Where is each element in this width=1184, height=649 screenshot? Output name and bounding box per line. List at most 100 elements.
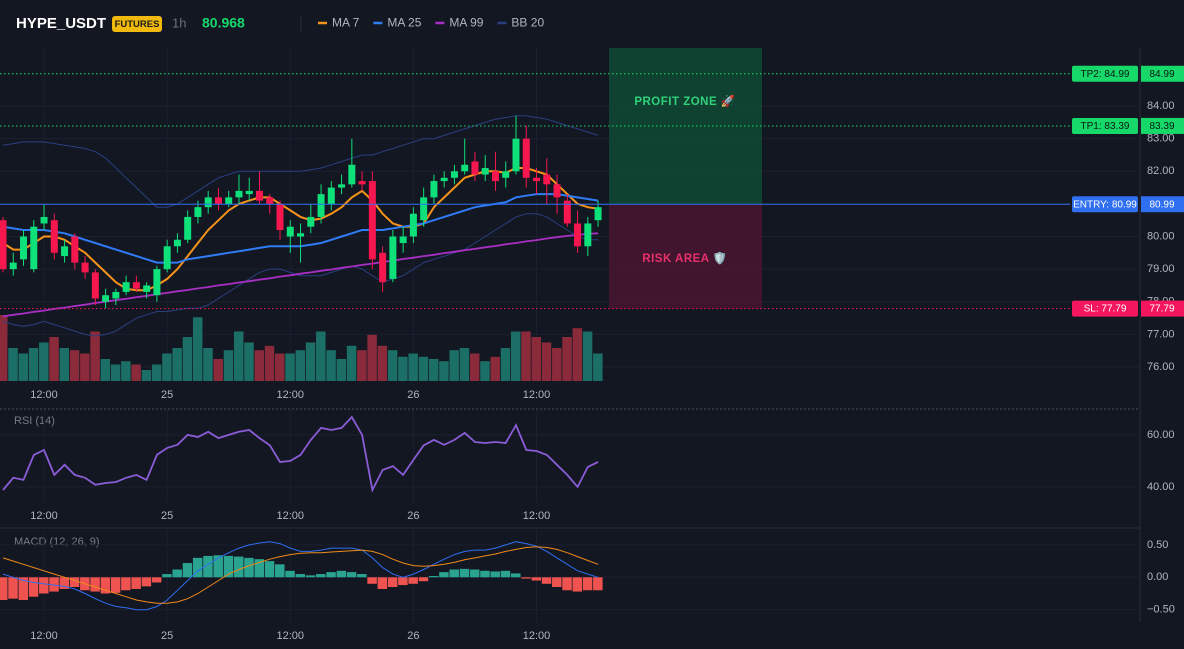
volume-bar — [572, 328, 583, 381]
candle-body — [245, 190, 253, 195]
signal-line — [2, 546, 599, 604]
x-tick-label: 26 — [407, 510, 419, 522]
histogram-bar — [593, 577, 603, 591]
y-tick-label: 79.00 — [1147, 263, 1175, 275]
volume-bar — [80, 353, 90, 381]
candle-body — [50, 220, 58, 253]
volume-bar — [213, 359, 223, 381]
volume-bar — [439, 361, 449, 381]
volume-bar — [28, 348, 39, 381]
candle-body — [379, 252, 387, 283]
candle-body — [327, 187, 335, 204]
histogram-bar — [459, 568, 470, 578]
volume-bar — [131, 364, 141, 381]
symbol: HYPE_USDT — [16, 15, 106, 32]
volume-bar — [357, 350, 367, 381]
level-label: SL: 77.79 — [1084, 304, 1127, 315]
y-tick-label: 77.00 — [1147, 328, 1175, 340]
x-tick-label: 26 — [407, 389, 419, 401]
histogram-bar — [408, 577, 418, 584]
candle-body — [9, 262, 17, 270]
histogram-bar — [326, 572, 336, 578]
histogram-bar — [213, 555, 223, 578]
y-tick-label: 84.00 — [1147, 100, 1175, 112]
volume-bar — [141, 370, 152, 381]
candle-body — [594, 207, 602, 221]
level-label: TP1: 83.39 — [1081, 121, 1130, 132]
volume-bar — [39, 342, 49, 381]
volume-bar — [49, 337, 59, 381]
histogram-bar — [511, 573, 521, 578]
candle-body — [512, 138, 520, 172]
candle-body — [409, 213, 417, 237]
volume-bar — [244, 342, 254, 381]
zone-label: RISK AREA 🛡️ — [642, 251, 727, 265]
x-tick-label: 25 — [161, 389, 173, 401]
candle-body — [543, 174, 551, 185]
risk-zone — [609, 204, 762, 309]
volume-bar — [326, 350, 336, 381]
volume-bar — [18, 353, 29, 381]
volume-bar — [531, 337, 542, 381]
candle-body — [317, 194, 325, 217]
candle-body — [471, 161, 479, 175]
rsi-line — [2, 415, 599, 493]
level-label-bg — [1072, 300, 1138, 317]
candle-body — [420, 197, 428, 221]
volume-bar — [110, 364, 121, 381]
candle-body — [132, 282, 140, 289]
level-price-bg — [1141, 65, 1184, 82]
candle-body — [553, 184, 561, 198]
volume-bar — [562, 337, 572, 381]
volume-bar — [295, 350, 306, 381]
level-price: 83.39 — [1149, 121, 1174, 132]
volume-bar — [264, 345, 275, 381]
histogram-bar — [203, 555, 213, 578]
histogram-bar — [90, 577, 100, 592]
level-price-bg — [1141, 117, 1184, 134]
candle-body — [430, 181, 438, 198]
volume-bar — [469, 353, 480, 381]
volume-bar — [418, 356, 429, 381]
histogram-bar — [500, 570, 511, 578]
volume-bar — [8, 348, 18, 381]
volume-bar — [521, 331, 531, 381]
histogram-bar — [449, 569, 459, 578]
histogram-bar — [0, 577, 8, 600]
volume-bar — [172, 348, 182, 381]
candle-body — [338, 184, 346, 188]
x-tick-label: 12:00 — [277, 630, 305, 642]
x-tick-label: 12:00 — [523, 510, 551, 522]
histogram-bar — [439, 572, 449, 578]
histogram-bar — [305, 575, 316, 578]
volume-bar — [541, 342, 552, 381]
histogram-bar — [275, 564, 285, 578]
volume-bar — [223, 350, 234, 381]
bollinger-band — [2, 115, 599, 208]
y-tick-label: 80.00 — [1147, 230, 1175, 242]
candle-body — [481, 168, 489, 175]
histogram-bar — [223, 555, 234, 578]
histogram-bar — [18, 577, 29, 600]
histogram-bar — [8, 577, 18, 599]
candle-body — [399, 236, 407, 244]
volume-bar — [69, 350, 80, 381]
candle-body — [368, 181, 376, 260]
histogram-bar — [244, 557, 254, 578]
histogram-bar — [254, 559, 264, 578]
histogram-bar — [121, 577, 131, 591]
candle-body — [256, 190, 263, 201]
histogram-bar — [336, 570, 347, 578]
volume-bar — [336, 359, 347, 381]
volume-bar — [367, 334, 377, 381]
histogram-bar — [316, 574, 326, 578]
volume-bar — [0, 315, 8, 381]
histogram-bar — [39, 577, 49, 594]
histogram-bar — [418, 577, 429, 582]
macd-line — [2, 541, 599, 611]
candle-body — [20, 236, 28, 260]
candle-body — [358, 181, 366, 185]
candle-body — [225, 197, 233, 204]
